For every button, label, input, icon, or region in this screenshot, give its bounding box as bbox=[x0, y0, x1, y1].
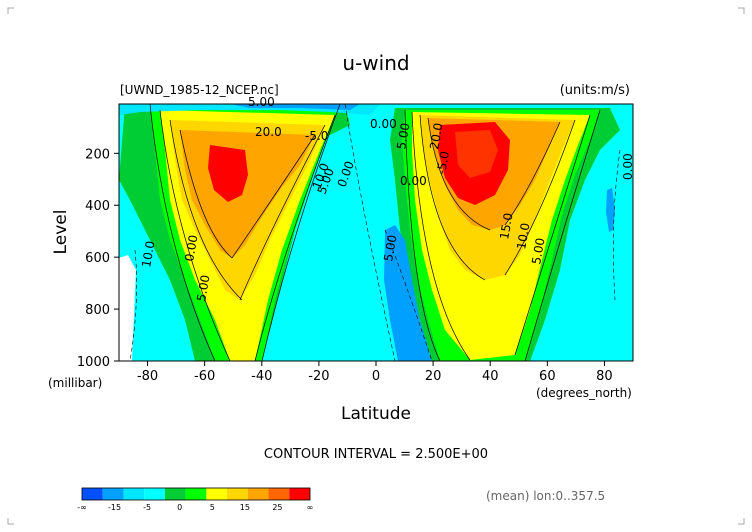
colorbar-tick-label: 5 bbox=[210, 503, 215, 512]
contour-label: 20.0 bbox=[255, 125, 282, 139]
x-tick-label: 40 bbox=[482, 369, 499, 384]
colorbar-swatch bbox=[123, 488, 145, 500]
colorbar-swatch bbox=[247, 488, 269, 500]
colorbar-tick-label: -15 bbox=[108, 503, 121, 512]
contour-label: 20.0 bbox=[427, 122, 445, 151]
y-tick-label: 600 bbox=[85, 251, 110, 266]
colorbar-swatch bbox=[164, 488, 186, 500]
colorbar-swatch bbox=[268, 488, 290, 500]
contour-label: 5.00 bbox=[248, 95, 275, 109]
colorbar-swatch bbox=[144, 488, 165, 500]
colorbar-swatch bbox=[185, 488, 207, 500]
colorbar-swatch bbox=[206, 488, 228, 500]
contour-label: -5.0 bbox=[305, 129, 328, 143]
contour-label: 15.0 bbox=[497, 212, 515, 241]
y-tick-label: 200 bbox=[85, 147, 110, 162]
colorbar-tick-label: -∞ bbox=[77, 503, 87, 512]
colorbar-swatch bbox=[289, 488, 310, 500]
contour-lines bbox=[149, 104, 601, 361]
y-axis-label: Level bbox=[51, 210, 71, 255]
contour-label: 10.0 bbox=[139, 240, 157, 269]
contour-label: 5.00 bbox=[381, 234, 399, 263]
contour-label: 5.00 bbox=[394, 122, 412, 151]
colorbar-tick-label: 15 bbox=[240, 503, 250, 512]
contour-label: -5.0 bbox=[434, 150, 452, 175]
y-tick-label: 800 bbox=[85, 303, 110, 318]
northern-westerly-bands bbox=[390, 108, 620, 361]
contour-interval-text: CONTOUR INTERVAL = 2.500E+00 bbox=[264, 447, 488, 462]
y-tick-label: 1000 bbox=[77, 355, 110, 370]
colorbar: -∞ -15 -5 0 5 15 25 ∞ bbox=[77, 487, 314, 512]
y-unit-label: (millibar) bbox=[48, 376, 102, 390]
x-axis-label: Latitude bbox=[341, 404, 411, 424]
contour-field bbox=[119, 104, 633, 361]
x-tick-label: -40 bbox=[251, 369, 272, 384]
x-tick-label: 60 bbox=[539, 369, 556, 384]
colorbar-swatch bbox=[102, 488, 124, 500]
contour-label: 5.00 bbox=[194, 274, 212, 303]
colorbar-swatch bbox=[82, 488, 103, 500]
negative-contours bbox=[129, 104, 621, 361]
mean-text: (mean) lon:0..357.5 bbox=[486, 489, 605, 503]
y-axis: 200 400 600 800 1000 bbox=[77, 147, 119, 370]
colorbar-frame bbox=[81, 487, 311, 501]
contour-label: 0.00 bbox=[182, 234, 200, 263]
contour-label: 5.00 bbox=[529, 237, 547, 266]
colorbar-tick-label: ∞ bbox=[307, 503, 314, 512]
dataset-label: [UWND_1985-12_NCEP.nc] bbox=[120, 83, 279, 97]
x-tick-label: -80 bbox=[137, 369, 158, 384]
corner-marks bbox=[7, 7, 745, 525]
colorbar-tick-label: -5 bbox=[143, 503, 151, 512]
colorbar-tick-label: 0 bbox=[177, 503, 182, 512]
x-tick-label: 20 bbox=[425, 369, 442, 384]
contour-label: 0.00 bbox=[621, 153, 635, 180]
contour-label: 10.0 bbox=[514, 222, 532, 251]
colorbar-swatch bbox=[227, 488, 248, 500]
x-unit-label: (degrees_north) bbox=[536, 386, 632, 400]
x-tick-label: -60 bbox=[194, 369, 215, 384]
contour-label: 0.00 bbox=[400, 174, 427, 188]
x-axis: -80 -60 -40 -20 0 20 40 60 80 bbox=[137, 361, 613, 384]
units-label: (units:m/s) bbox=[560, 83, 630, 98]
colorbar-tick-label: 25 bbox=[272, 503, 282, 512]
x-tick-label: 0 bbox=[372, 369, 380, 384]
x-tick-label: -20 bbox=[308, 369, 329, 384]
southern-westerly-bands bbox=[119, 104, 350, 361]
contour-label: 0.00 bbox=[370, 117, 397, 131]
x-tick-label: 80 bbox=[596, 369, 613, 384]
chart-title: u-wind bbox=[342, 51, 409, 75]
y-tick-label: 400 bbox=[85, 199, 110, 214]
